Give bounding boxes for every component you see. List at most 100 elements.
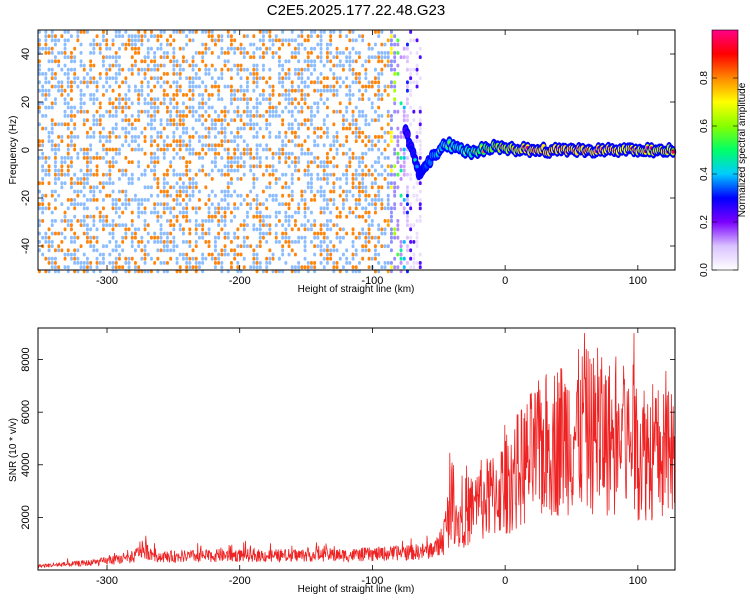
noise-cell: [377, 147, 381, 152]
noise-cell: [332, 248, 336, 253]
noise-cell: [76, 248, 80, 253]
noise-cell: [265, 97, 269, 101]
noise-cell: [374, 118, 377, 122]
noise-cell: [137, 210, 141, 215]
noise-cell: [201, 252, 205, 257]
noise-cell: [44, 42, 48, 47]
noise-cell: [281, 63, 285, 68]
noise-cell: [396, 223, 400, 227]
noise-cell: [162, 193, 166, 198]
noise-cell: [140, 93, 144, 97]
noise-cell: [367, 84, 371, 89]
noise-cell: [175, 219, 179, 223]
noise-cell: [201, 135, 205, 139]
noise-cell: [297, 261, 301, 265]
noise-cell: [380, 244, 384, 248]
noise-cell: [86, 72, 89, 76]
noise-cell: [383, 261, 387, 265]
noise-cell: [166, 147, 169, 152]
noise-cell: [361, 168, 365, 173]
noise-cell: [223, 231, 227, 236]
noise-cell: [95, 240, 99, 244]
noise-cell: [246, 151, 249, 156]
noise-cell: [194, 210, 198, 215]
noise-cell: [169, 109, 173, 114]
noise-cell: [86, 231, 89, 236]
noise-cell: [386, 59, 390, 64]
noise-cell: [284, 59, 288, 64]
noise-cell: [108, 130, 112, 135]
noise-cell: [326, 46, 329, 51]
noise-cell: [191, 114, 195, 118]
noise-cell: [310, 223, 313, 227]
noise-cell: [162, 244, 166, 248]
noise-cell: [63, 88, 67, 93]
noise-cell: [50, 261, 54, 265]
noise-cell: [137, 34, 141, 38]
noise-cell: [374, 244, 377, 248]
noise-cell: [342, 265, 345, 269]
noise-cell: [124, 231, 128, 236]
noise-cell: [249, 265, 253, 269]
noise-cell: [92, 185, 96, 190]
noise-cell: [127, 88, 131, 93]
noise-cell: [255, 210, 259, 215]
noise-cell: [150, 97, 153, 101]
noise-cell: [178, 67, 182, 72]
noise-cell: [194, 30, 198, 34]
noise-cell: [249, 147, 253, 152]
noise-cell: [326, 235, 329, 240]
noise-cell: [316, 235, 320, 240]
noise-cell: [79, 261, 83, 265]
noise-cell: [162, 151, 166, 156]
noise-cell: [310, 63, 313, 68]
noise-cell: [182, 126, 185, 131]
noise-cell: [393, 42, 397, 47]
noise-cell: [361, 206, 365, 211]
noise-cell: [178, 72, 182, 76]
noise-cell: [162, 126, 166, 131]
noise-cell: [290, 139, 294, 143]
noise-cell: [374, 210, 377, 215]
noise-cell: [108, 46, 112, 51]
noise-cell: [114, 261, 118, 265]
noise-cell: [143, 59, 147, 64]
noise-cell: [367, 235, 371, 240]
noise-cell: [406, 214, 409, 219]
noise-cell: [92, 244, 96, 248]
noise-cell: [239, 126, 243, 131]
noise-cell: [92, 214, 96, 219]
noise-cell: [249, 55, 253, 59]
noise-cell: [335, 164, 339, 169]
noise-cell: [66, 93, 70, 97]
noise-cell: [342, 67, 345, 72]
noise-cell: [191, 109, 195, 114]
noise-cell: [207, 130, 211, 135]
noise-cell: [418, 122, 422, 127]
noise-cell: [274, 114, 278, 118]
noise-cell: [194, 51, 198, 55]
noise-cell: [249, 118, 253, 122]
noise-cell: [223, 147, 227, 152]
noise-cell: [358, 55, 361, 59]
noise-cell: [342, 80, 345, 85]
noise-cell: [73, 105, 77, 110]
noise-cell: [319, 223, 323, 227]
noise-cell: [297, 126, 301, 131]
noise-cell: [137, 206, 141, 211]
noise-cell: [342, 63, 345, 68]
noise-cell: [105, 135, 109, 139]
noise-cell: [233, 235, 237, 240]
noise-cell: [108, 172, 112, 177]
noise-cell: [406, 185, 409, 190]
noise-cell: [412, 139, 416, 143]
noise-cell: [265, 231, 269, 236]
noise-cell: [310, 160, 313, 164]
noise-cell: [326, 223, 329, 227]
noise-cell: [233, 189, 237, 194]
noise-cell: [409, 30, 413, 34]
noise-cell: [198, 114, 201, 118]
noise-cell: [66, 151, 70, 156]
noise-cell: [194, 231, 198, 236]
noise-cell: [258, 55, 262, 59]
